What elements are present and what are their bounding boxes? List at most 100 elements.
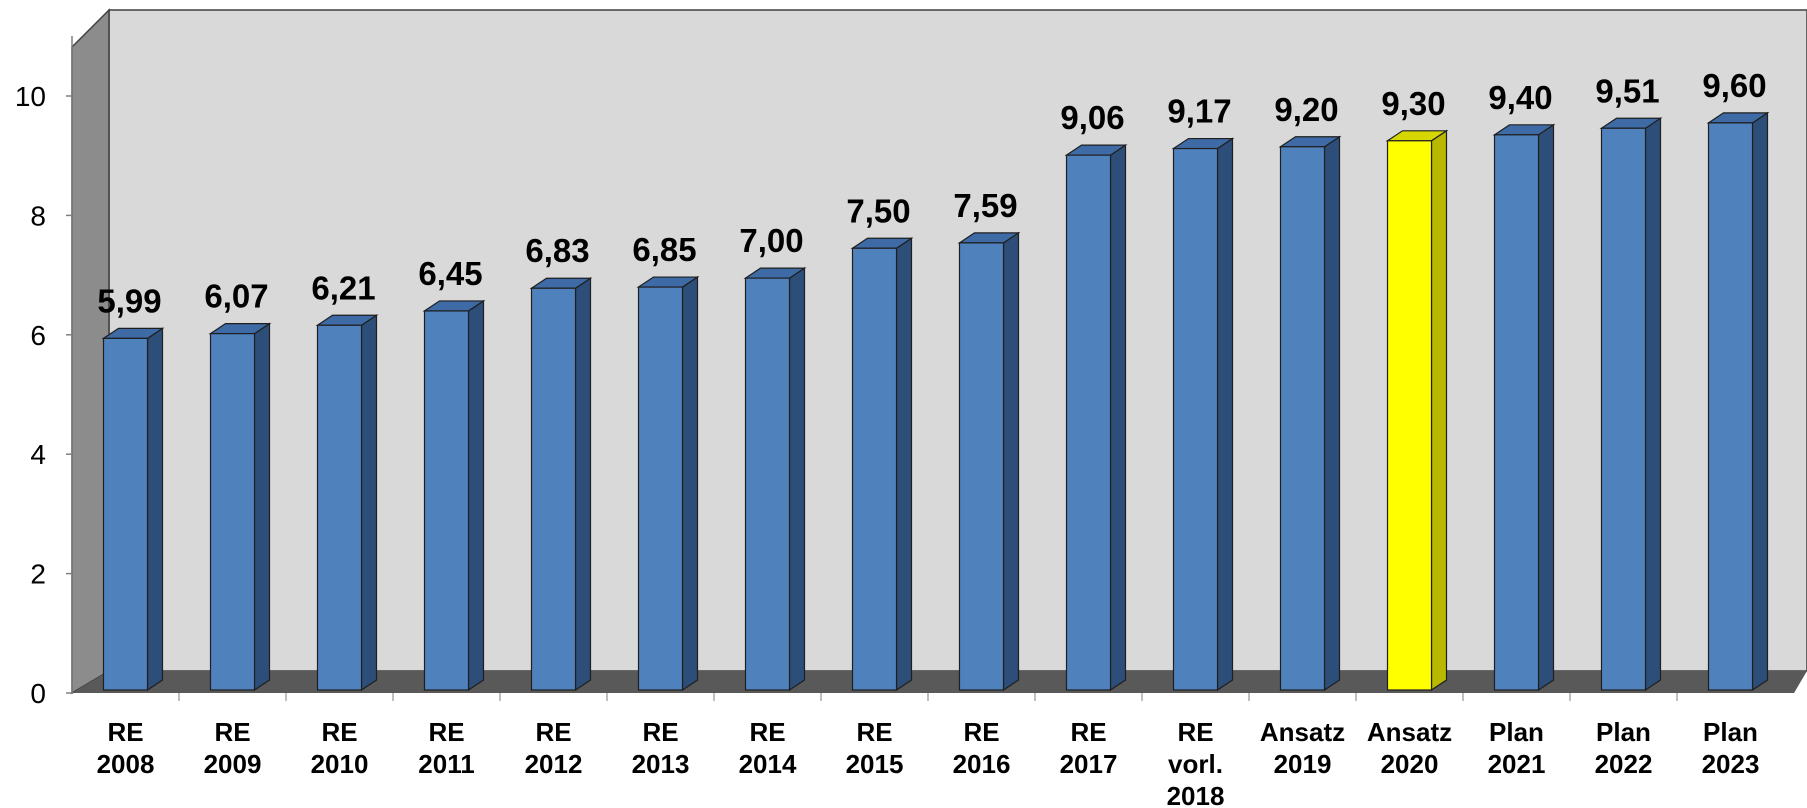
bar bbox=[636, 275, 700, 692]
bar bbox=[315, 314, 379, 692]
data-label: 7,00 bbox=[739, 222, 803, 259]
x-tick-label: Plan 2023 bbox=[1702, 717, 1760, 779]
x-tick-label-line: RE bbox=[642, 717, 678, 747]
bar-front bbox=[423, 310, 470, 691]
bar bbox=[529, 277, 593, 692]
bar-front bbox=[1279, 146, 1326, 691]
bar-side bbox=[1002, 231, 1020, 692]
bar-side bbox=[1109, 143, 1127, 692]
bar-front bbox=[1172, 147, 1219, 691]
x-tick-label-line: 2023 bbox=[1702, 749, 1760, 779]
data-label: 9,17 bbox=[1167, 93, 1231, 130]
data-label: 5,99 bbox=[97, 282, 161, 319]
data-label: 6,21 bbox=[311, 269, 375, 306]
bar bbox=[422, 299, 486, 692]
x-tick-label-line: vorl. bbox=[1168, 749, 1223, 779]
bar-side bbox=[253, 322, 271, 692]
data-label: 9,40 bbox=[1488, 79, 1552, 116]
bar bbox=[101, 327, 165, 692]
y-tick-label: 8 bbox=[30, 200, 46, 231]
bar-front bbox=[209, 333, 256, 691]
x-tick-label-line: 2013 bbox=[632, 749, 690, 779]
bar-side bbox=[574, 277, 592, 692]
bar-front bbox=[1707, 122, 1754, 691]
data-label: 9,30 bbox=[1381, 85, 1445, 122]
bar-front bbox=[851, 247, 898, 691]
x-tick-label-line: 2011 bbox=[418, 749, 474, 779]
x-tick-label: RE vorl. 2018 bbox=[1167, 717, 1225, 808]
bar-side bbox=[467, 299, 485, 692]
x-tick-label: RE 2009 bbox=[204, 717, 262, 779]
bar-front bbox=[1493, 134, 1540, 691]
bar-front bbox=[1065, 154, 1112, 691]
data-label: 9,20 bbox=[1274, 91, 1338, 128]
x-tick-label: RE 2013 bbox=[632, 717, 690, 779]
x-tick-label-line: RE bbox=[749, 717, 785, 747]
x-tick-label-line: Ansatz bbox=[1260, 717, 1345, 747]
data-label: 7,50 bbox=[846, 192, 910, 229]
x-tick-label: RE 2014 bbox=[739, 717, 797, 779]
data-label: 9,06 bbox=[1060, 99, 1124, 136]
bars bbox=[101, 111, 1770, 692]
bar-side bbox=[146, 327, 164, 692]
bar-front bbox=[1600, 127, 1647, 691]
x-tick-label: Plan 2022 bbox=[1595, 717, 1653, 779]
x-tick-label-line: RE bbox=[1070, 717, 1106, 747]
y-tick-label: 6 bbox=[30, 320, 46, 351]
x-tick-label-line: RE bbox=[428, 717, 464, 747]
x-tick-label-line: RE bbox=[214, 717, 250, 747]
x-tick-label-line: 2009 bbox=[204, 749, 262, 779]
bar bbox=[208, 322, 272, 692]
x-tick-label-line: RE bbox=[856, 717, 892, 747]
x-tick-label: Plan 2021 bbox=[1488, 717, 1546, 779]
x-tick-label-line: 2014 bbox=[739, 749, 797, 779]
bar-front bbox=[1386, 140, 1433, 691]
bar-front bbox=[102, 337, 149, 691]
x-tick-label: RE 2017 bbox=[1060, 717, 1118, 779]
bar bbox=[1385, 129, 1449, 692]
y-tick-label: 10 bbox=[15, 81, 46, 112]
x-tick-label-line: 2016 bbox=[953, 749, 1011, 779]
data-label: 6,83 bbox=[525, 232, 589, 269]
data-label: 9,60 bbox=[1702, 67, 1766, 104]
bar-front bbox=[530, 287, 577, 691]
x-tick-label: Ansatz 2019 bbox=[1260, 717, 1345, 779]
bar bbox=[1278, 135, 1342, 692]
y-tick-label: 0 bbox=[30, 678, 46, 709]
data-labels: 5,99 6,07 6,21 6,45 6,83 6,85 7,00 7,50 7,59 9,06… bbox=[97, 67, 1766, 320]
bar-side bbox=[1216, 137, 1234, 692]
bar-side bbox=[895, 237, 913, 692]
x-tick-label: RE 2011 bbox=[418, 717, 474, 779]
data-label: 6,07 bbox=[204, 278, 268, 315]
bar-side bbox=[681, 275, 699, 692]
y-tick-label: 4 bbox=[30, 439, 46, 470]
x-tick-label-line: 2015 bbox=[846, 749, 904, 779]
x-tick-label-line: Plan bbox=[1489, 717, 1544, 747]
bar bbox=[1706, 111, 1770, 692]
x-tick-label-line: RE bbox=[963, 717, 999, 747]
x-tick-label-line: 2010 bbox=[311, 749, 369, 779]
bar-side bbox=[1537, 123, 1555, 692]
bar bbox=[1171, 137, 1235, 692]
data-label: 6,45 bbox=[418, 255, 482, 292]
bar-side bbox=[1323, 135, 1341, 692]
bar bbox=[1492, 123, 1556, 692]
x-tick-label: RE 2015 bbox=[846, 717, 904, 779]
bar-side bbox=[788, 266, 806, 692]
x-tick-label-line: 2021 bbox=[1488, 749, 1546, 779]
bar-front bbox=[637, 286, 684, 691]
bar bbox=[743, 266, 807, 692]
x-tick-label: Ansatz 2020 bbox=[1367, 717, 1452, 779]
x-axis-ticks bbox=[178, 693, 1678, 701]
x-tick-label-line: Plan bbox=[1596, 717, 1651, 747]
x-tick-label-line: 2020 bbox=[1381, 749, 1439, 779]
x-tick-label-line: RE bbox=[535, 717, 571, 747]
x-tick-label: RE 2010 bbox=[311, 717, 369, 779]
bar bbox=[1599, 117, 1663, 692]
x-tick-label-line: 2017 bbox=[1060, 749, 1118, 779]
bar-front bbox=[744, 277, 791, 691]
x-tick-label-line: 2008 bbox=[97, 749, 155, 779]
x-tick-label: RE 2012 bbox=[525, 717, 583, 779]
